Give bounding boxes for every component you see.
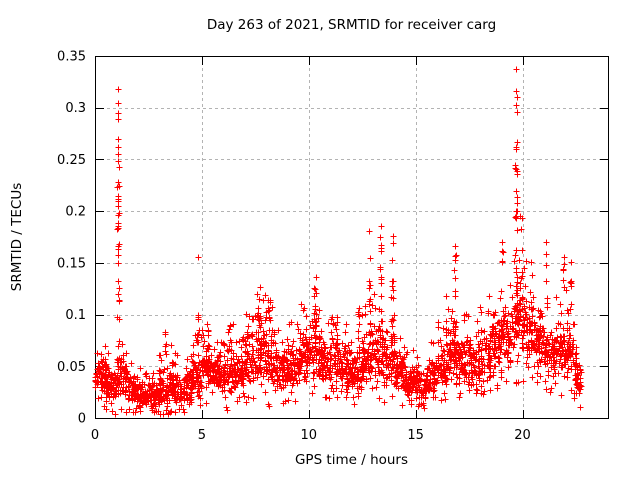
x-tick-label: 10 <box>300 428 317 443</box>
y-tick-label: 0.25 <box>57 153 86 168</box>
y-tick-label: 0.1 <box>65 308 86 323</box>
y-tick-label: 0.2 <box>65 205 86 220</box>
data-points <box>92 66 585 418</box>
y-tick-label: 0.35 <box>57 50 86 65</box>
x-tick-label: 15 <box>407 428 424 443</box>
y-tick-label: 0.15 <box>57 256 86 271</box>
y-tick-label: 0.3 <box>65 101 86 116</box>
x-axis-label: GPS time / hours <box>294 452 409 468</box>
plot-border <box>95 56 609 419</box>
axis-ticks <box>95 56 608 419</box>
grid-lines <box>95 56 608 418</box>
x-tick-label: 20 <box>514 428 531 443</box>
x-tick-label: 5 <box>198 428 206 443</box>
x-tick-label: 0 <box>91 428 99 443</box>
y-tick-label: 0 <box>78 412 86 427</box>
y-tick-label: 0.05 <box>57 360 86 375</box>
chart-title: Day 263 of 2021, SRMTID for receiver car… <box>206 17 497 33</box>
